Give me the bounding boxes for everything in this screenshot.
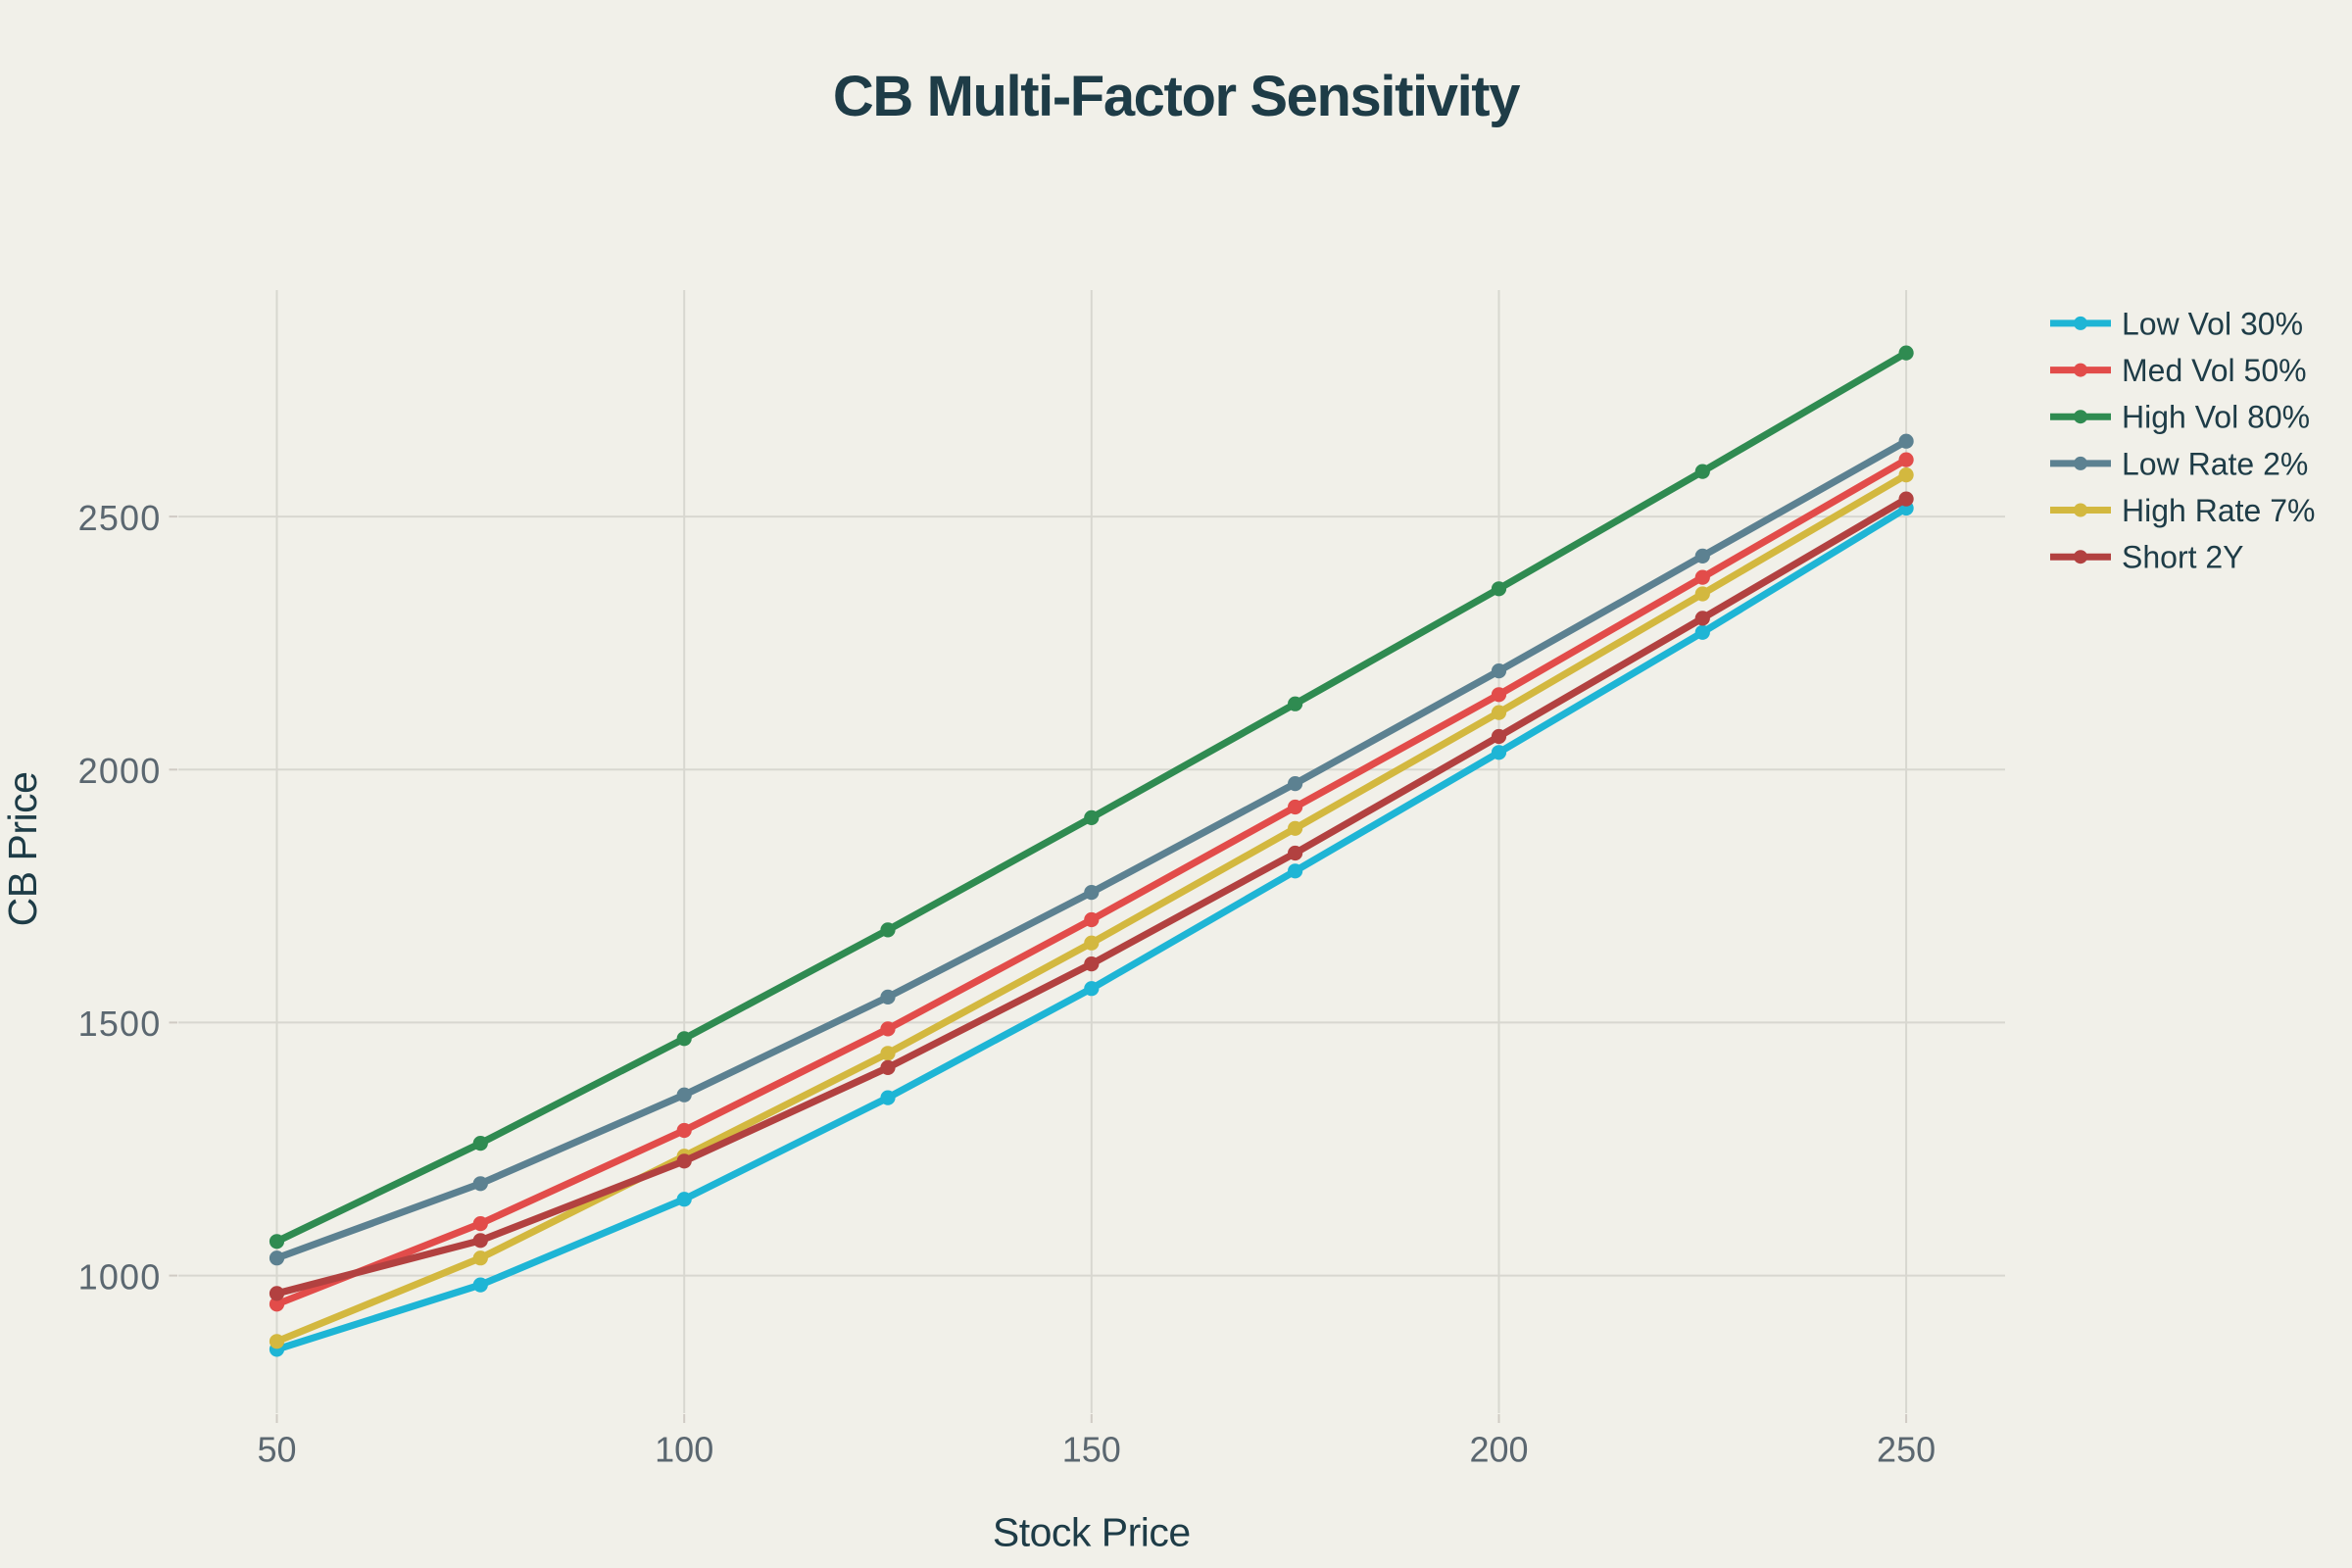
- svg-text:Stock Price: Stock Price: [993, 1509, 1191, 1554]
- svg-text:200: 200: [1469, 1430, 1528, 1470]
- svg-text:Med Vol 50%: Med Vol 50%: [2122, 353, 2307, 388]
- svg-text:2000: 2000: [78, 751, 162, 791]
- svg-text:250: 250: [1877, 1430, 1936, 1470]
- svg-text:Short 2Y: Short 2Y: [2122, 540, 2244, 575]
- svg-text:High Rate 7%: High Rate 7%: [2122, 493, 2315, 528]
- svg-text:1500: 1500: [78, 1004, 162, 1044]
- svg-text:100: 100: [655, 1430, 713, 1470]
- svg-text:Low Rate 2%: Low Rate 2%: [2122, 446, 2308, 481]
- svg-text:High Vol 80%: High Vol 80%: [2122, 400, 2310, 435]
- svg-text:150: 150: [1062, 1430, 1121, 1470]
- svg-text:1000: 1000: [78, 1256, 162, 1297]
- svg-text:Low Vol 30%: Low Vol 30%: [2122, 306, 2303, 341]
- svg-text:50: 50: [257, 1430, 296, 1470]
- svg-text:CB Multi-Factor Sensitivity: CB Multi-Factor Sensitivity: [833, 65, 1520, 128]
- svg-text:2500: 2500: [78, 498, 162, 538]
- svg-text:CB Price: CB Price: [0, 772, 45, 927]
